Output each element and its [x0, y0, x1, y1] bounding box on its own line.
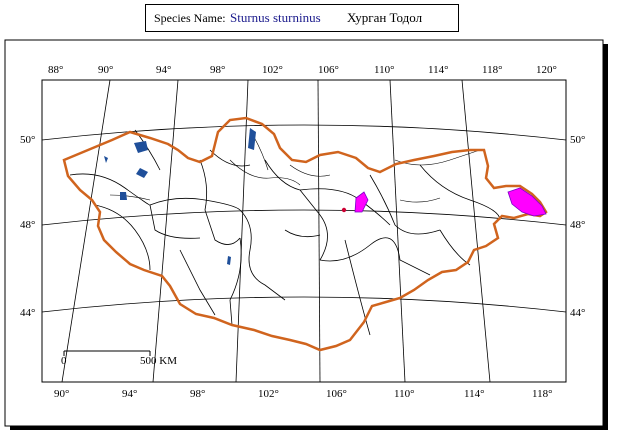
left-lat-label: 44°: [20, 307, 35, 319]
bottom-lon-label: 90°: [54, 388, 69, 400]
lake-khyargas: [136, 168, 148, 178]
scale-end-label: 500 KM: [140, 355, 177, 367]
bottom-lon-label: 94°: [122, 388, 137, 400]
lake-achit: [104, 156, 108, 163]
lake-small: [227, 256, 231, 265]
lake-khar-us: [120, 192, 127, 200]
right-latitude-labels: 50° 48° 44°: [570, 134, 585, 319]
bottom-longitude-labels: 90° 94° 98° 102° 106° 110° 114° 118°: [54, 388, 553, 400]
parallel-grid: [41, 124, 567, 313]
right-lat-label: 44°: [570, 307, 585, 319]
left-lat-label: 48°: [20, 219, 35, 231]
bottom-lon-label: 110°: [394, 388, 415, 400]
top-lon-label: 98°: [210, 64, 225, 76]
top-lon-label: 120°: [536, 64, 557, 76]
province-boundaries: [69, 129, 501, 336]
local-name: Хурган Тодол: [347, 10, 423, 25]
lakes: [104, 128, 256, 265]
bottom-lon-label: 98°: [190, 388, 205, 400]
top-lon-label: 90°: [98, 64, 113, 76]
top-lon-label: 106°: [318, 64, 339, 76]
top-longitude-labels: 88° 90° 94° 98° 102° 106° 110° 114° 118°…: [48, 64, 557, 76]
bottom-lon-label: 114°: [464, 388, 485, 400]
top-lon-label: 94°: [156, 64, 171, 76]
range-patch-central: [354, 191, 369, 213]
species-title-box: Species Name: Sturnus sturninus Хурган Т…: [145, 4, 459, 32]
top-lon-label: 118°: [482, 64, 503, 76]
map-area: [41, 79, 567, 383]
species-range: [341, 187, 547, 217]
species-name-label: Species Name:: [154, 11, 226, 25]
bottom-lon-label: 106°: [326, 388, 347, 400]
record-point: [341, 207, 347, 213]
range-patch-east: [507, 187, 547, 217]
top-lon-label: 88°: [48, 64, 63, 76]
scale-start-label: 0: [61, 355, 67, 367]
scientific-name: Sturnus sturninus: [230, 10, 321, 25]
bottom-lon-label: 102°: [258, 388, 279, 400]
right-lat-label: 50°: [570, 134, 585, 146]
lake-uvs: [134, 141, 148, 153]
scale-bar: 0 500 KM: [61, 350, 177, 367]
meridian-grid: [61, 79, 491, 383]
left-latitude-labels: 50° 48° 44°: [20, 134, 35, 319]
top-lon-label: 110°: [374, 64, 395, 76]
top-lon-label: 114°: [428, 64, 449, 76]
left-lat-label: 50°: [20, 134, 35, 146]
top-lon-label: 102°: [262, 64, 283, 76]
right-lat-label: 48°: [570, 219, 585, 231]
bottom-lon-label: 118°: [532, 388, 553, 400]
lake-khuvsgul: [248, 128, 256, 150]
